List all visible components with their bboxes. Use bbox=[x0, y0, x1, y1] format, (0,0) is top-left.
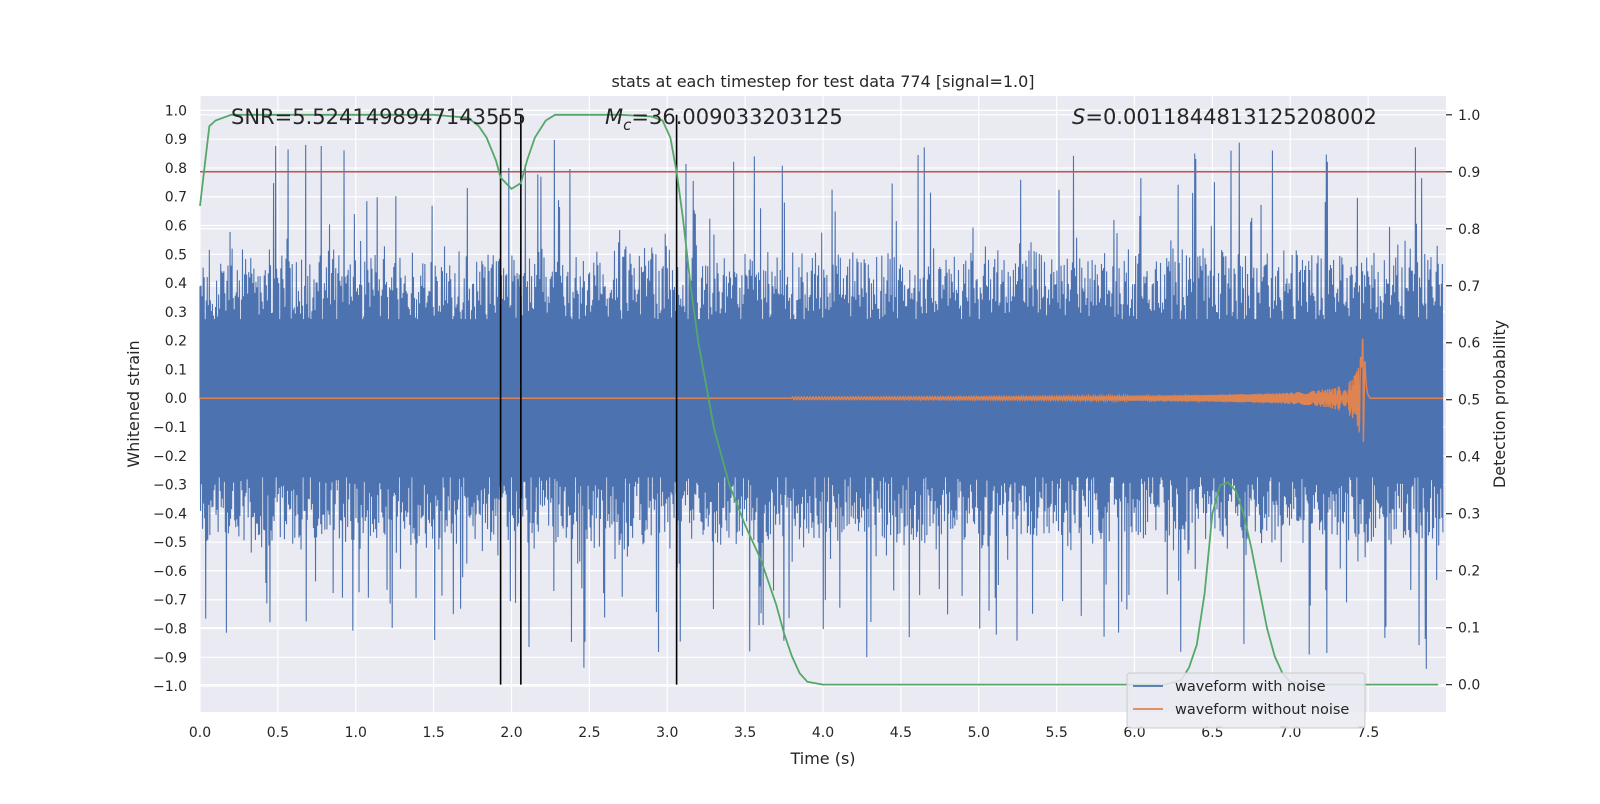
x-tick-label: 5.0 bbox=[968, 725, 990, 741]
s-value: =0.0011844813125208002 bbox=[1085, 105, 1377, 129]
x-tick-label: 0.0 bbox=[189, 725, 211, 741]
y-axis-label-right: Detection probability bbox=[1490, 320, 1509, 488]
y-tick-label-left: −0.2 bbox=[153, 449, 187, 465]
y-tick-label-left: 0.5 bbox=[165, 247, 187, 263]
y-tick-label-left: −0.6 bbox=[153, 564, 187, 580]
x-tick-label: 7.5 bbox=[1357, 725, 1379, 741]
y-tick-label-right: 1.0 bbox=[1458, 108, 1480, 124]
legend-box bbox=[1126, 672, 1366, 729]
y-tick-label-right: 0.7 bbox=[1458, 279, 1480, 295]
legend: waveform with noise waveform without noi… bbox=[1126, 672, 1366, 729]
x-tick-label: 1.5 bbox=[422, 725, 444, 741]
x-tick-label: 0.5 bbox=[267, 725, 289, 741]
y-tick-label-right: 0.3 bbox=[1458, 507, 1480, 523]
y-tick-label-left: 0.7 bbox=[165, 190, 187, 206]
y-tick-label-left: −0.5 bbox=[153, 535, 187, 551]
x-tick-label: 4.0 bbox=[812, 725, 834, 741]
y-tick-label-left: −0.3 bbox=[153, 478, 187, 494]
x-tick-label: 2.5 bbox=[578, 725, 600, 741]
y-tick-label-right: 0.2 bbox=[1458, 564, 1480, 580]
x-tick-label: 7.0 bbox=[1279, 725, 1301, 741]
x-tick-label: 5.5 bbox=[1045, 725, 1067, 741]
snr-annotation: SNR=5.5241498947143555 bbox=[231, 105, 526, 129]
y-tick-label-right: 0.1 bbox=[1458, 621, 1480, 637]
y-tick-label-right: 0.9 bbox=[1458, 165, 1480, 181]
y-tick-label-left: 0.6 bbox=[165, 219, 187, 235]
y-tick-label-left: −0.8 bbox=[153, 622, 187, 638]
x-axis-label: Time (s) bbox=[789, 749, 855, 768]
x-tick-label: 4.5 bbox=[890, 725, 912, 741]
legend-label-clean: waveform without noise bbox=[1175, 702, 1349, 718]
chirp-mass-subscript: c bbox=[623, 116, 632, 134]
y-tick-label-left: −0.7 bbox=[153, 593, 187, 609]
noise-waveform-series bbox=[199, 139, 1444, 669]
legend-label-noise: waveform with noise bbox=[1175, 679, 1326, 695]
x-tick-label: 3.0 bbox=[656, 725, 678, 741]
chirp-mass-symbol: M bbox=[605, 105, 623, 129]
y-tick-label-left: 0.9 bbox=[165, 132, 187, 148]
y-tick-label-right: 0.8 bbox=[1458, 222, 1480, 238]
y-tick-label-left: −1.0 bbox=[153, 679, 187, 695]
y-tick-label-left: 0.8 bbox=[165, 161, 187, 177]
y-tick-label-left: −0.9 bbox=[153, 650, 187, 666]
y-tick-label-right: 0.4 bbox=[1458, 450, 1480, 466]
y-tick-label-left: 0.2 bbox=[165, 334, 187, 350]
x-tick-label: 1.0 bbox=[345, 725, 367, 741]
clean-waveform-layer bbox=[200, 338, 1443, 443]
y-tick-label-left: 0.3 bbox=[165, 305, 187, 321]
detection-probability-series bbox=[199, 113, 1439, 686]
x-tick-label: 3.5 bbox=[734, 725, 756, 741]
x-tick-label: 6.5 bbox=[1201, 725, 1223, 741]
chart-title: stats at each timestep for test data 774… bbox=[611, 72, 1034, 91]
y-tick-label-right: 0.5 bbox=[1458, 393, 1480, 409]
y-tick-label-left: 0.0 bbox=[165, 391, 187, 407]
y-tick-label-left: 1.0 bbox=[165, 103, 187, 119]
s-symbol: S bbox=[1072, 105, 1085, 129]
y-axis-label-left: Whitened strain bbox=[124, 340, 143, 467]
axes-layer: 0.0 0.5 1.0 1.5 2.0 2.5 3.0 3.5 4.0 4.5 5.0 5.5 6.0 6… bbox=[153, 103, 1480, 741]
y-tick-label-right: 0.6 bbox=[1458, 336, 1480, 352]
y-tick-label-right: 0.0 bbox=[1458, 678, 1480, 694]
y-tick-label-left: 0.4 bbox=[165, 276, 187, 292]
chirp-mass-annotation: Mc=36.009033203125 bbox=[605, 105, 843, 134]
s-annotation: S=0.0011844813125208002 bbox=[1072, 105, 1377, 129]
y-tick-label-left: −0.4 bbox=[153, 506, 187, 522]
x-tick-label: 2.0 bbox=[500, 725, 522, 741]
chirp-mass-value: =36.009033203125 bbox=[631, 105, 842, 129]
x-tick-label: 6.0 bbox=[1123, 725, 1145, 741]
clean-waveform-series bbox=[200, 338, 1443, 443]
overlay-layer bbox=[199, 113, 1446, 686]
y-tick-label-left: −0.1 bbox=[153, 420, 187, 436]
y-tick-label-left: 0.1 bbox=[165, 362, 187, 378]
